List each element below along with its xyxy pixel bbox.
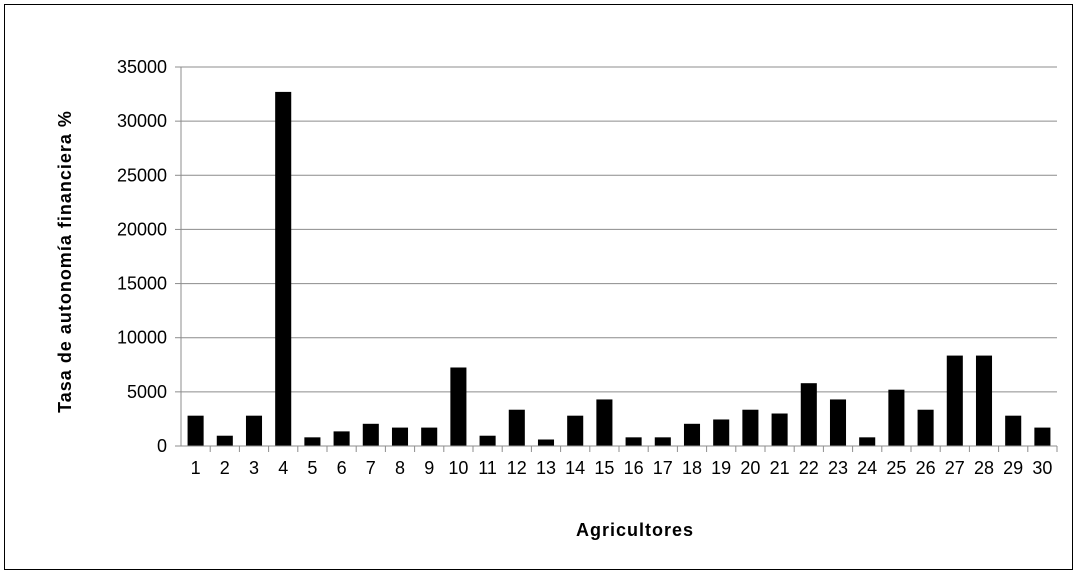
x-tick-label: 8 <box>395 458 405 478</box>
y-axis-label: Tasa de autonomía financiera % <box>55 110 75 413</box>
x-tick-label: 6 <box>337 458 347 478</box>
y-tick-label: 35000 <box>117 57 167 77</box>
bar <box>829 399 847 446</box>
chart-frame <box>4 4 1073 570</box>
x-tick-label: 30 <box>1032 458 1052 478</box>
x-tick-label: 24 <box>857 458 877 478</box>
bar <box>450 367 467 446</box>
x-tick-label: 5 <box>307 458 317 478</box>
x-tick-label: 1 <box>191 458 201 478</box>
bar <box>859 437 876 446</box>
x-tick-label: 12 <box>507 458 527 478</box>
x-tick-label: 21 <box>770 458 790 478</box>
y-tick-label: 15000 <box>117 274 167 294</box>
bar <box>245 415 263 446</box>
x-tick-label: 25 <box>886 458 906 478</box>
bar <box>800 383 817 446</box>
x-tick-label: 11 <box>478 458 497 478</box>
bar <box>333 431 350 446</box>
bar <box>596 399 613 446</box>
bar <box>888 389 905 446</box>
x-tick-label: 16 <box>624 458 644 478</box>
x-tick-label: 17 <box>653 458 673 478</box>
y-tick-label: 0 <box>157 436 167 456</box>
x-tick-label: 19 <box>711 458 731 478</box>
axes <box>180 67 1058 452</box>
x-tick-label: 27 <box>945 458 965 478</box>
bar <box>216 435 233 446</box>
x-tick-label: 20 <box>740 458 760 478</box>
bar <box>479 435 496 446</box>
x-tick-label: 23 <box>828 458 848 478</box>
y-tick-label: 10000 <box>117 328 167 348</box>
x-tick-label: 13 <box>536 458 556 478</box>
x-tick-label: 3 <box>249 458 259 478</box>
bar <box>683 423 701 446</box>
bar <box>421 427 438 446</box>
gridlines <box>175 66 1057 447</box>
bar <box>508 409 525 446</box>
bar <box>304 437 321 446</box>
bar <box>187 415 204 446</box>
bar <box>1005 415 1022 446</box>
x-tick-label: 9 <box>424 458 434 478</box>
x-axis-label: Agricultores <box>576 520 694 540</box>
x-tick-label: 15 <box>594 458 614 478</box>
y-tick-label: 30000 <box>117 111 167 131</box>
x-tick-label: 2 <box>220 458 230 478</box>
bar <box>654 437 671 446</box>
x-tick-label: 10 <box>448 458 468 478</box>
bar <box>567 415 584 446</box>
y-tick-label: 5000 <box>127 382 167 402</box>
bars <box>187 91 1051 447</box>
y-tick-label: 25000 <box>117 165 167 185</box>
x-tick-label: 29 <box>1003 458 1023 478</box>
x-tick-label: 4 <box>278 458 288 478</box>
bar <box>713 419 730 446</box>
bar <box>946 355 963 446</box>
x-tick-label: 18 <box>682 458 702 478</box>
bar <box>537 439 555 446</box>
y-tick-labels: 0 5000 10000 15000 20000 25000 30000 35000 <box>117 57 167 456</box>
bar <box>975 355 993 446</box>
bar <box>1034 427 1051 446</box>
bar <box>917 409 934 446</box>
x-tick-labels: 1 2 3 4 5 6 7 8 9 10 11 12 13 14 15 16 17 18 19 20 21 22 23 24 2… <box>191 458 1053 478</box>
x-tick-label: 14 <box>565 458 585 478</box>
x-tick-label: 22 <box>799 458 819 478</box>
bar <box>625 437 642 446</box>
x-tick-label: 7 <box>366 458 376 478</box>
x-tick-label: 28 <box>974 458 994 478</box>
x-tick-label: 26 <box>916 458 936 478</box>
bar <box>362 423 379 446</box>
y-tick-label: 20000 <box>117 219 167 239</box>
bar <box>742 409 759 446</box>
bar <box>391 427 409 446</box>
bar <box>275 91 292 447</box>
bar <box>771 413 788 446</box>
